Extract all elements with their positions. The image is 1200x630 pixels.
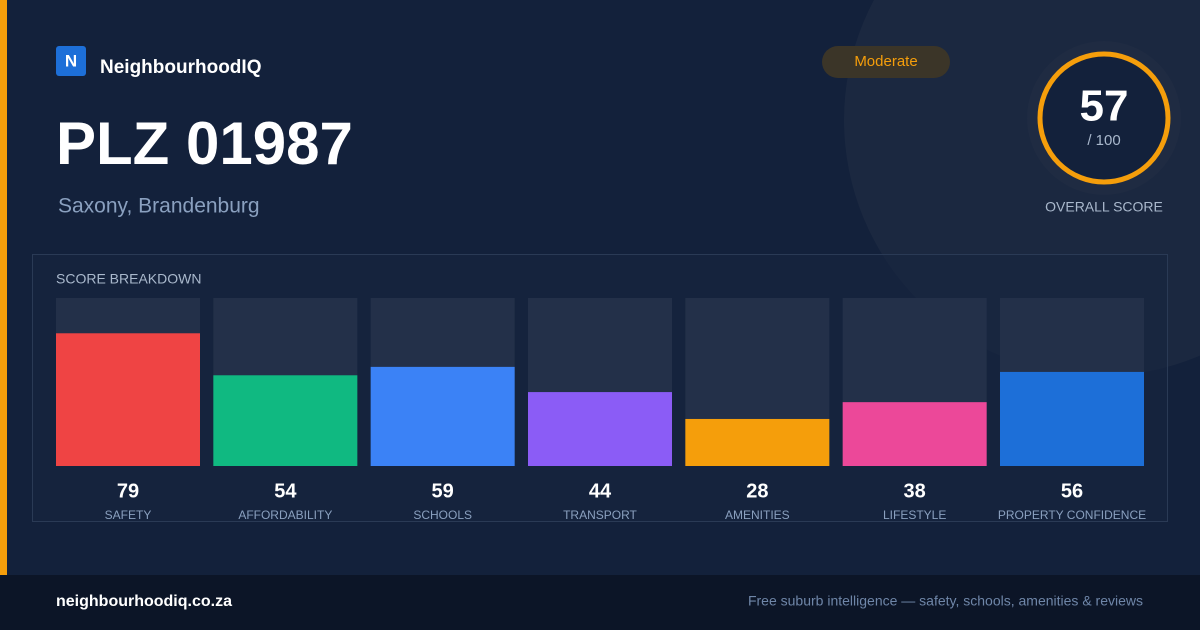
value-label: 59 — [432, 480, 454, 502]
badge-text: Moderate — [854, 53, 917, 70]
category-label: SAFETY — [105, 508, 152, 522]
score-max: / 100 — [1087, 132, 1120, 149]
value-label: 38 — [904, 480, 926, 502]
title: PLZ 01987 — [56, 110, 353, 177]
value-label: 79 — [117, 480, 139, 502]
badge — [822, 46, 950, 78]
accent-strip — [0, 0, 7, 575]
category-label: PROPERTY CONFIDENCE — [998, 508, 1146, 522]
brand-name: NeighbourhoodIQ — [100, 57, 261, 78]
logo-letter: N — [65, 51, 77, 70]
subtitle: Saxony, Brandenburg — [58, 195, 260, 218]
value-label: 56 — [1061, 480, 1083, 502]
category-label: TRANSPORT — [563, 508, 637, 522]
score-value: 57 — [1080, 82, 1129, 131]
category-label: SCHOOLS — [413, 508, 472, 522]
bar — [370, 366, 515, 466]
bar — [56, 333, 200, 466]
chart-title: SCORE BREAKDOWN — [56, 271, 201, 287]
bar — [685, 418, 830, 466]
bar — [842, 402, 987, 466]
bar — [213, 375, 358, 466]
value-label: 28 — [746, 480, 768, 502]
bar — [528, 392, 672, 466]
category-label: LIFESTYLE — [883, 508, 946, 522]
value-label: 44 — [589, 480, 612, 502]
value-label: 54 — [274, 480, 297, 502]
footer-url: neighbourhoodiq.co.za — [56, 593, 232, 610]
score-ring — [1037, 51, 1171, 185]
footer-tagline: Free suburb intelligence — safety, schoo… — [748, 593, 1143, 609]
footer — [0, 575, 1200, 630]
logo — [56, 46, 86, 76]
category-label: AMENITIES — [725, 508, 790, 522]
score-caption: OVERALL SCORE — [1045, 199, 1163, 215]
bar — [1000, 371, 1144, 466]
category-label: AFFORDABILITY — [238, 508, 332, 522]
